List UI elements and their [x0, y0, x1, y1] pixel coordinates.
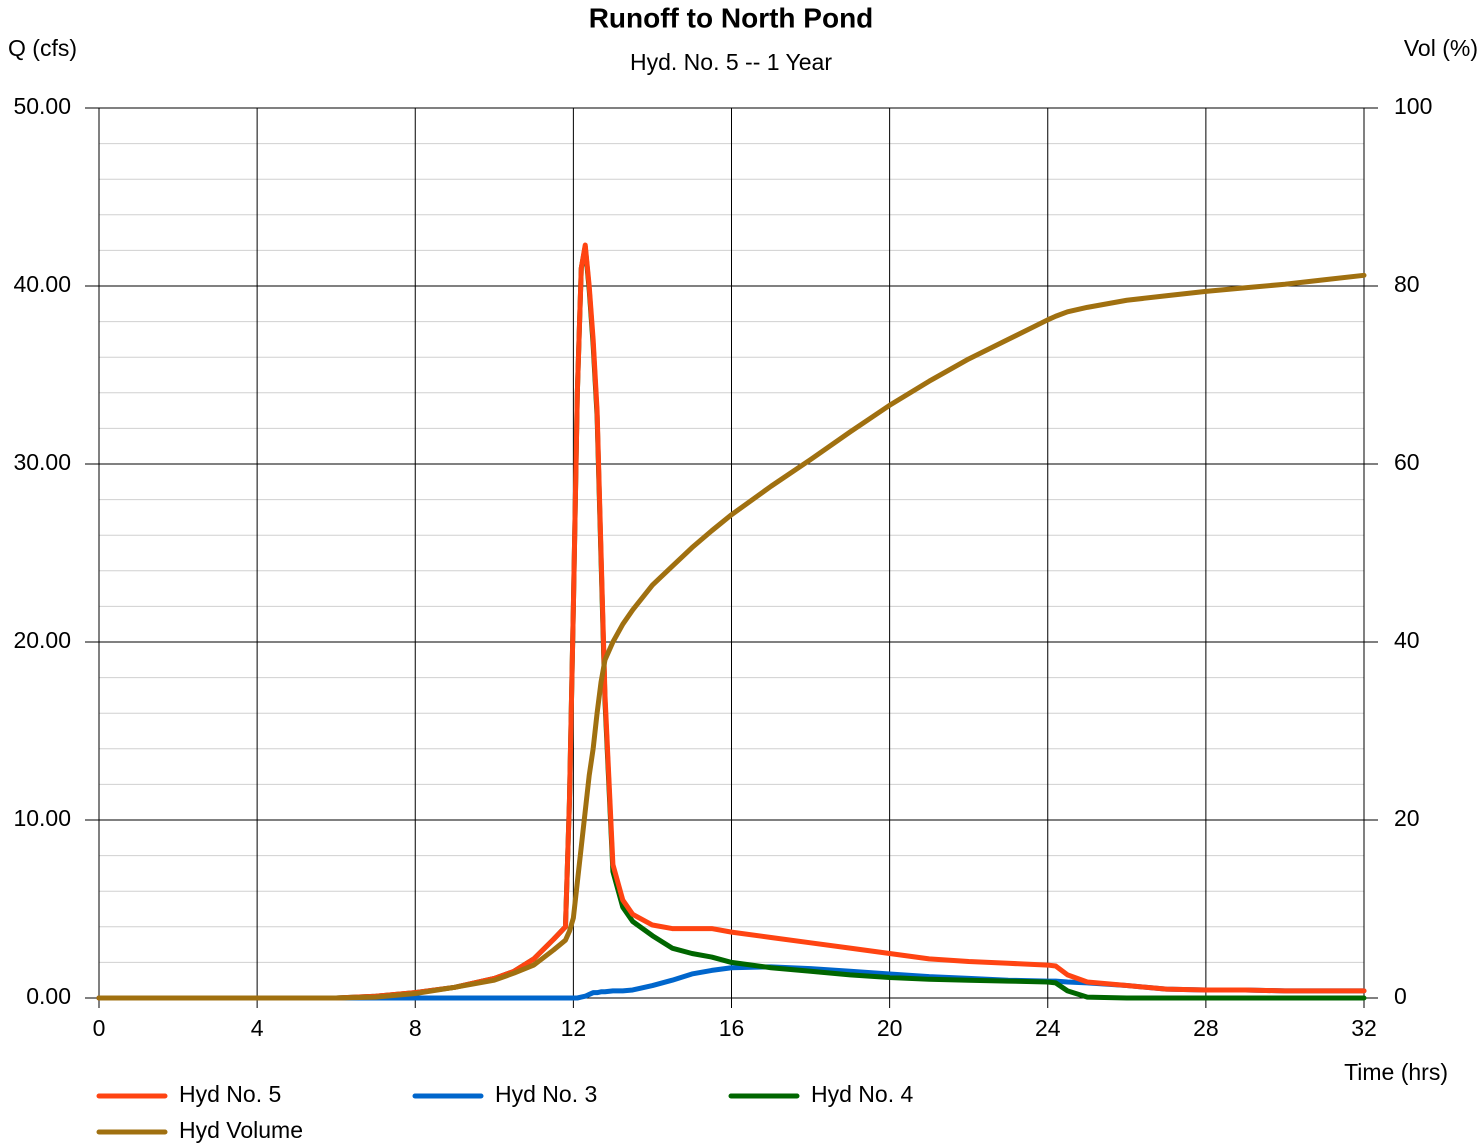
chart-subtitle: Hyd. No. 5 -- 1 Year [630, 49, 832, 75]
x-tick-label: 20 [877, 1015, 903, 1041]
series-line [96, 272, 1367, 1001]
y-tick-label: 10.00 [13, 805, 71, 831]
y-tick-label: 0.00 [26, 983, 71, 1009]
y2-axis-label: Vol (%) [1404, 35, 1478, 61]
y2-tick-label: 80 [1394, 271, 1420, 297]
x-tick-label: 4 [251, 1015, 264, 1041]
x-axis-label: Time (hrs) [1344, 1059, 1448, 1085]
x-tick-label: 12 [561, 1015, 587, 1041]
y2-tick-label: 100 [1394, 93, 1432, 119]
plot-frame [98, 107, 1365, 999]
legend-label: Hyd No. 5 [179, 1081, 281, 1107]
x-tick-label: 8 [409, 1015, 422, 1041]
y2-tick-label: 60 [1394, 449, 1420, 475]
legend-label: Hyd No. 4 [811, 1081, 913, 1107]
y-tick-label: 50.00 [13, 93, 71, 119]
chart-title: Runoff to North Pond [589, 2, 874, 33]
x-tick-label: 28 [1193, 1015, 1219, 1041]
x-tick-label: 32 [1351, 1015, 1377, 1041]
y-tick-label: 40.00 [13, 271, 71, 297]
series-line [96, 964, 1367, 1001]
y2-tick-label: 0 [1394, 983, 1407, 1009]
y-tick-label: 20.00 [13, 627, 71, 653]
legend-label: Hyd Volume [179, 1117, 303, 1143]
y2-tick-label: 40 [1394, 627, 1420, 653]
y2-tick-label: 20 [1394, 805, 1420, 831]
legend-label: Hyd No. 3 [495, 1081, 597, 1107]
y-tick-label: 30.00 [13, 449, 71, 475]
x-tick-label: 24 [1035, 1015, 1061, 1041]
x-tick-label: 0 [93, 1015, 106, 1041]
x-tick-label: 16 [719, 1015, 745, 1041]
y-axis-label: Q (cfs) [8, 35, 77, 61]
